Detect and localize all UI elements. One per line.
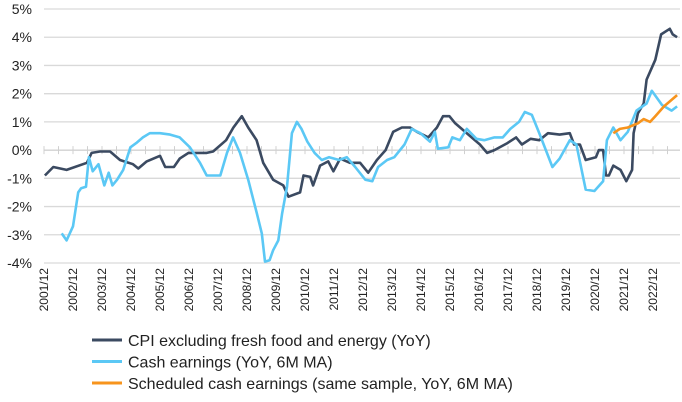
x-tick-label: 2005/12	[153, 268, 167, 312]
y-tick-label: -2%	[7, 199, 32, 215]
x-tick-label: 2020/12	[588, 268, 602, 312]
x-tick-label: 2010/12	[298, 268, 312, 312]
legend-label: CPI excluding fresh food and energy (YoY…	[128, 333, 431, 350]
y-tick-label: 5%	[12, 1, 32, 17]
x-tick-label: 2019/12	[559, 268, 573, 312]
series-line-1	[60, 89, 678, 263]
series-line-2	[612, 94, 678, 135]
x-tick-label: 2008/12	[240, 268, 254, 312]
x-tick-label: 2015/12	[443, 268, 457, 312]
y-tick-label: -3%	[7, 227, 32, 243]
x-tick-label: 2002/12	[66, 268, 80, 312]
x-tick-label: 2016/12	[472, 268, 486, 312]
x-tick-label: 2009/12	[269, 268, 283, 312]
series-line-0	[43, 27, 678, 198]
y-tick-label: 0%	[12, 142, 32, 158]
series-lines	[43, 27, 678, 263]
legend-label: Scheduled cash earnings (same sample, Yo…	[128, 376, 513, 393]
x-tick-label: 2017/12	[501, 268, 515, 312]
y-tick-label: -1%	[7, 170, 32, 186]
x-tick-label: 2018/12	[530, 268, 544, 312]
y-tick-label: 2%	[12, 86, 32, 102]
x-tick-label: 2003/12	[95, 268, 109, 312]
x-tick-label: 2004/12	[124, 268, 138, 312]
x-tick-label: 2014/12	[414, 268, 428, 312]
x-tick-label: 2013/12	[385, 268, 399, 312]
y-tick-label: 1%	[12, 114, 32, 130]
x-tick-label: 2011/12	[327, 268, 341, 311]
y-tick-label: 3%	[12, 57, 32, 73]
x-tick-label: 2022/12	[646, 268, 660, 312]
x-axis: 2001/12 2002/12 2003/12 2004/12 2005/12 2006/…	[37, 146, 680, 311]
gridlines	[44, 8, 680, 264]
y-tick-label: 4%	[12, 29, 32, 45]
x-tick-label: 2006/12	[182, 268, 196, 312]
legend-label: Cash earnings (YoY, 6M MA)	[128, 355, 333, 372]
y-tick-label: -4%	[7, 255, 32, 271]
x-tick-label: 2007/12	[211, 268, 225, 312]
x-tick-label: 2012/12	[356, 268, 370, 312]
y-axis-ticks: 5% 4% 3% 2% 1% 0% -1% -2% -3% -4%	[7, 1, 32, 271]
x-tick-label: 2001/12	[37, 268, 51, 312]
legend: CPI excluding fresh food and energy (YoY…	[92, 333, 513, 393]
x-tick-label: 2021/12	[617, 268, 631, 312]
